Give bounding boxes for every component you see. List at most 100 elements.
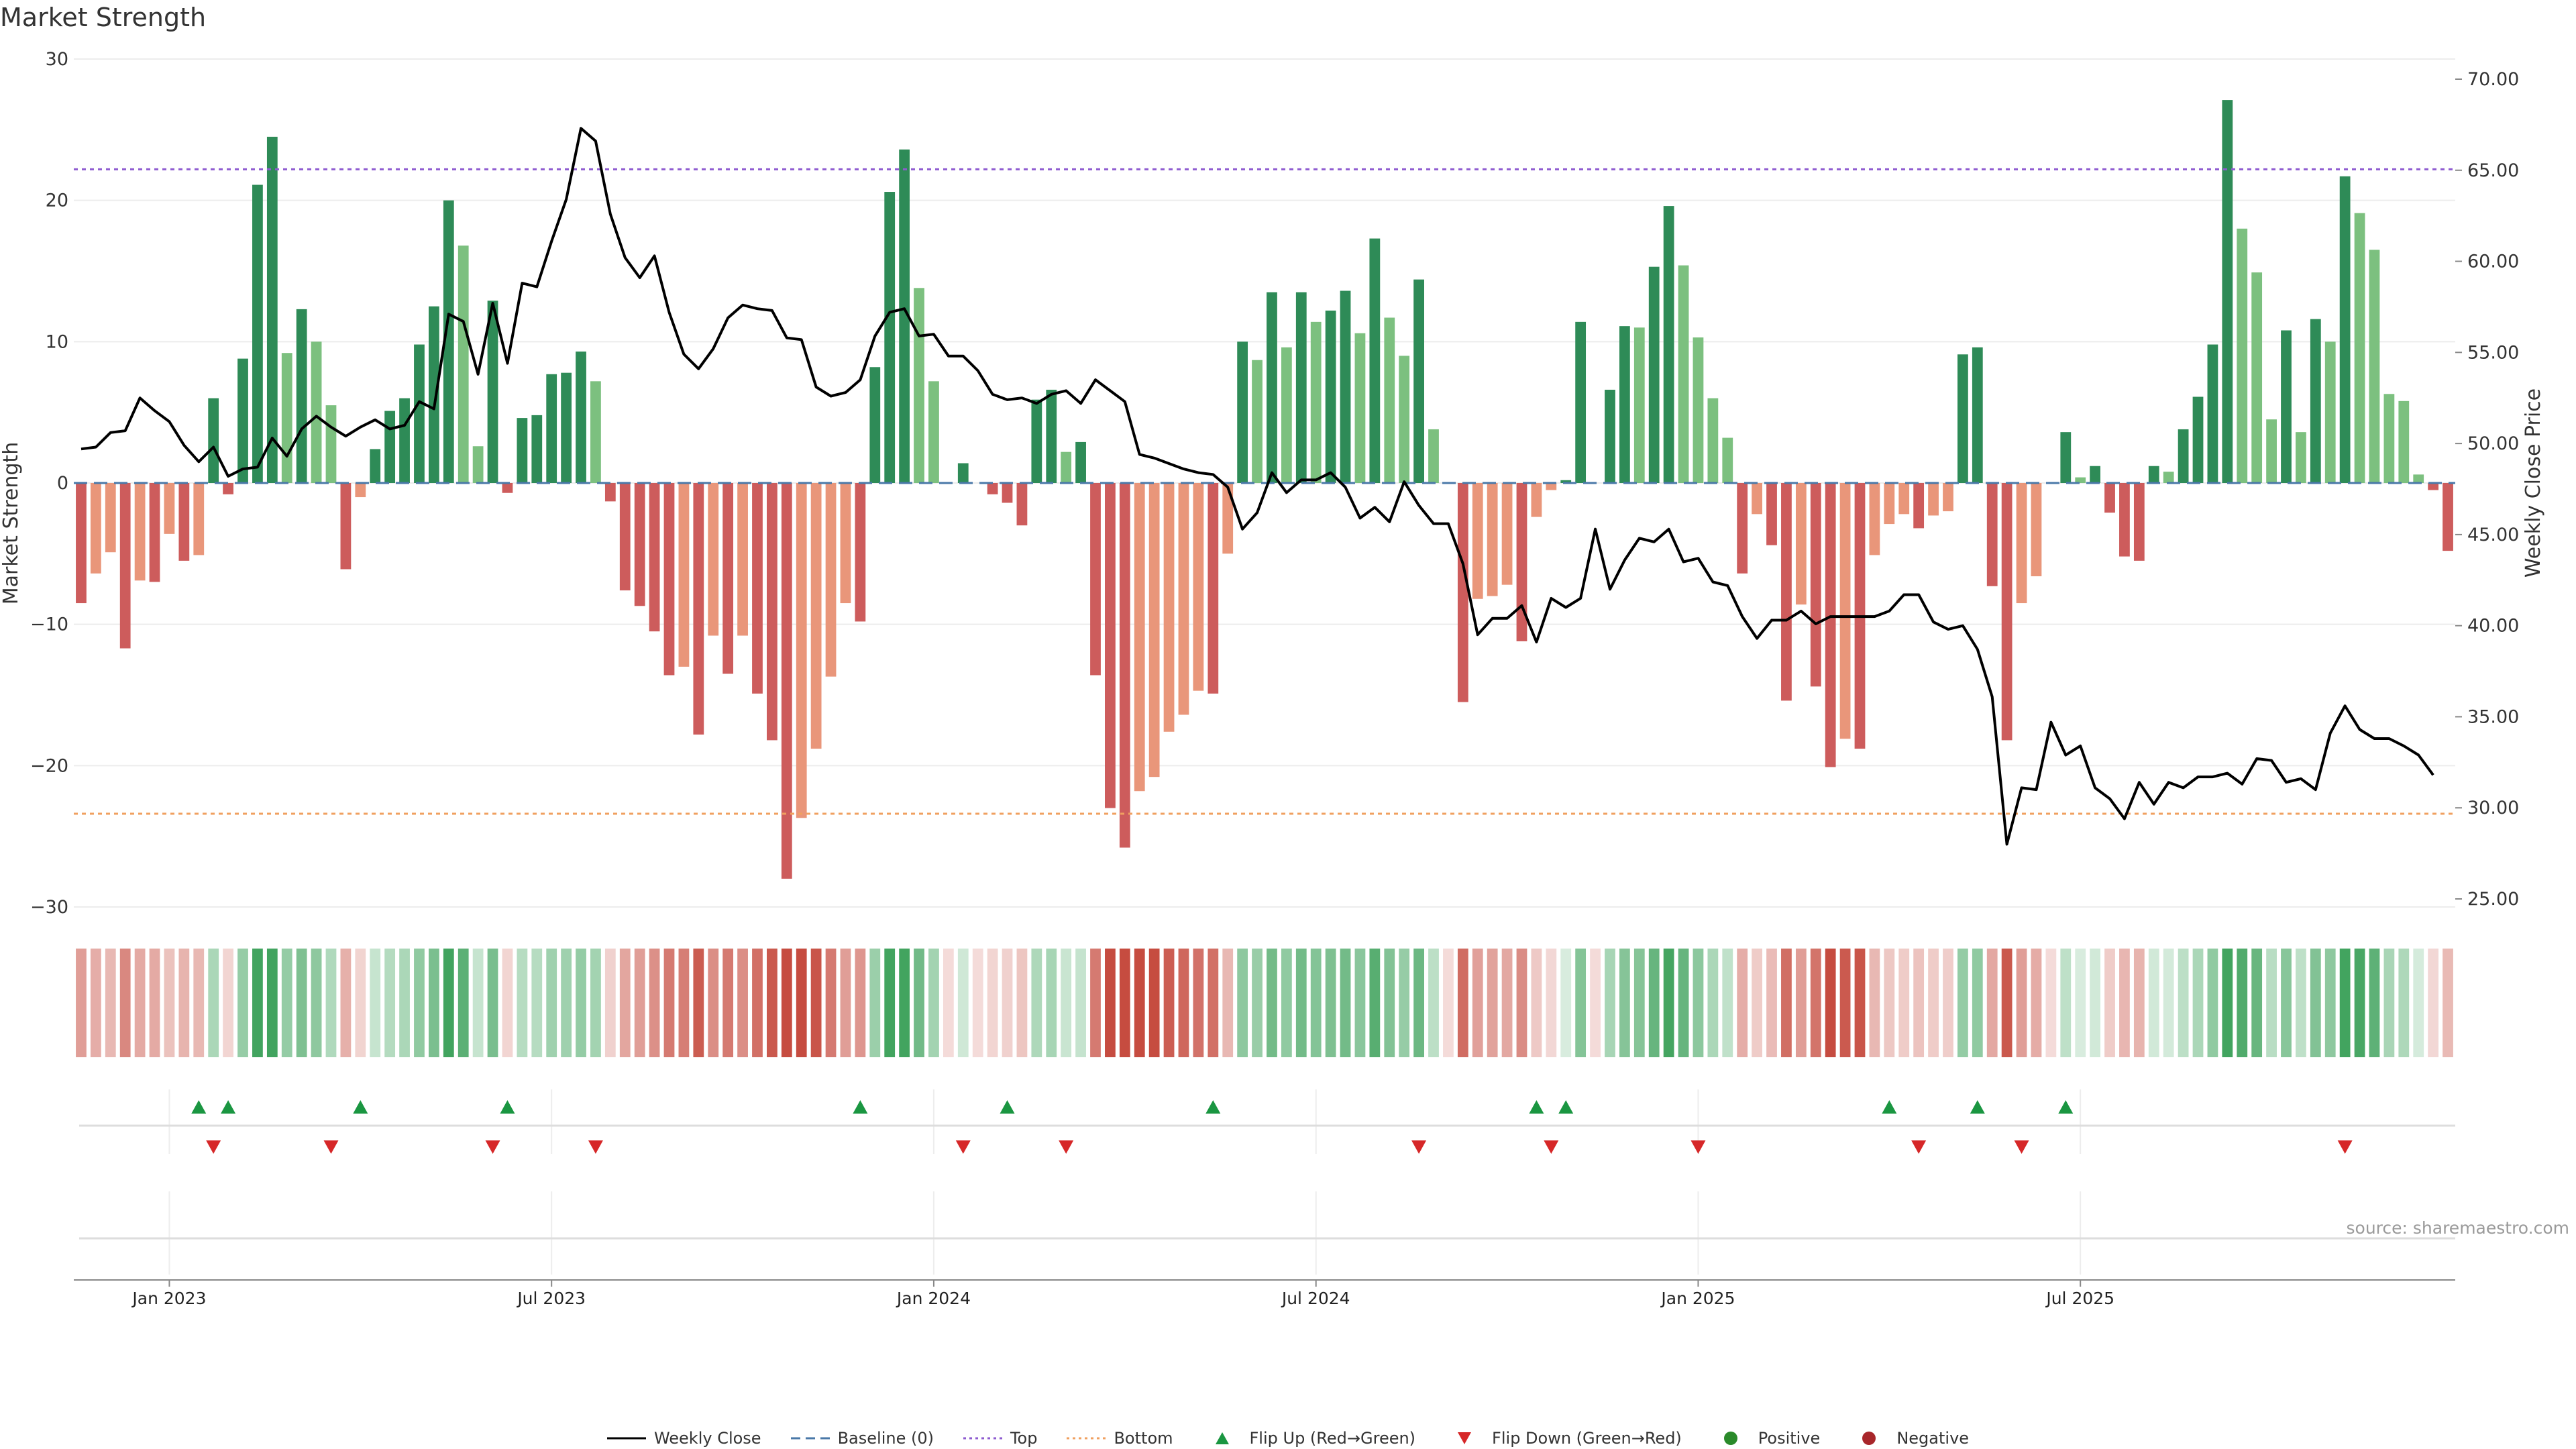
strength-bar (2428, 483, 2439, 490)
heat-cell (1310, 949, 1322, 1057)
strength-bar (1002, 483, 1013, 503)
heat-cell (737, 949, 748, 1057)
strength-bar (1487, 483, 1498, 596)
strength-bar (767, 483, 777, 741)
strength-bar (1148, 483, 1160, 777)
heat-cell (1178, 949, 1189, 1057)
axes-layer: 30 20 10 0 −10 −20 −30 70.00 65.00 60.00 55.00 50.0… (0, 49, 2545, 918)
strength-bar (1340, 290, 1351, 483)
heat-cell (340, 949, 352, 1057)
strength-bar (1648, 266, 1660, 483)
strength-bar (193, 483, 205, 555)
heat-cell (1516, 949, 1527, 1057)
strength-bar (1413, 279, 1424, 483)
heat-cell (2192, 949, 2204, 1057)
y-right-tick-label: 60.00 (2467, 252, 2519, 272)
heat-cell (1943, 949, 1953, 1057)
strength-bar (252, 184, 263, 483)
strength-bar (1075, 441, 1086, 483)
heat-cell (2133, 949, 2145, 1057)
strength-bar (1354, 333, 1366, 483)
heat-cell (384, 949, 396, 1057)
strength-bar (840, 483, 851, 604)
strength-heat-strip (76, 949, 2453, 1057)
strength-bar (1869, 483, 1880, 555)
strength-bar (2251, 272, 2263, 483)
heat-cell (561, 949, 572, 1057)
flip-down-marker (1911, 1140, 1927, 1154)
heat-cell (1752, 949, 1762, 1057)
strength-bar (1295, 292, 1307, 483)
legend-item: Flip Down (Green→Red) (1445, 1429, 1682, 1448)
legend-symbol-shape (1458, 1432, 1472, 1444)
reference-lines (74, 168, 2455, 815)
strength-bar (266, 136, 278, 483)
strength-bar (237, 358, 248, 483)
strength-bar (1825, 483, 1836, 767)
strength-bar (1722, 437, 1733, 483)
heat-cell (781, 949, 792, 1057)
heat-cell (678, 949, 690, 1057)
strength-bar (2192, 396, 2204, 483)
strength-bar (561, 372, 572, 483)
legend-symbol (790, 1437, 830, 1440)
flip-down-marker (1059, 1140, 1074, 1154)
heat-cell (928, 949, 939, 1057)
heat-cell (693, 949, 704, 1057)
strength-bar (384, 411, 396, 483)
heat-cell (1472, 949, 1483, 1057)
strength-bar (957, 463, 969, 483)
heat-cell (2222, 949, 2233, 1057)
heat-cell (1046, 949, 1057, 1057)
strength-bar (781, 483, 792, 879)
y-left-tick-label: 20 (46, 191, 68, 211)
y-right-tick-label: 35.00 (2467, 706, 2519, 727)
strength-bar (1457, 483, 1468, 702)
heat-cell (1369, 949, 1381, 1057)
heat-cell (663, 949, 675, 1057)
strength-bar (296, 309, 307, 483)
heat-cell (825, 949, 837, 1057)
strength-bar (472, 446, 484, 483)
heat-cell (2266, 949, 2277, 1057)
legend-symbol (963, 1437, 1002, 1440)
heat-cell (1869, 949, 1880, 1057)
strength-bar (311, 341, 322, 483)
heat-cell (1693, 949, 1704, 1057)
heat-cell (472, 949, 484, 1057)
strength-bar (899, 149, 910, 483)
strength-bar (649, 483, 660, 632)
flip-up-marker (221, 1100, 236, 1114)
heat-cell (1810, 949, 1821, 1057)
heat-cell (1105, 949, 1116, 1057)
heat-cell (943, 949, 954, 1057)
heat-cell (296, 949, 307, 1057)
heat-cell (2398, 949, 2410, 1057)
heat-cell (325, 949, 337, 1057)
heat-cell (1237, 949, 1248, 1057)
strength-bar (105, 483, 116, 553)
strength-bar (869, 367, 881, 483)
heat-cell (281, 949, 292, 1057)
legend-symbol (1067, 1437, 1106, 1440)
heat-cell (1428, 949, 1439, 1057)
heat-cell (1619, 949, 1630, 1057)
heat-cell (105, 949, 116, 1057)
strength-bar (1090, 483, 1101, 676)
strength-bar (1560, 480, 1572, 483)
strength-bar (752, 483, 763, 694)
strength-bar (2133, 483, 2145, 561)
strength-bar (281, 353, 292, 483)
weekly-close-line (80, 127, 2434, 846)
strength-bar (2060, 432, 2072, 483)
legend-symbol (1862, 1432, 1876, 1445)
heat-cell (164, 949, 175, 1057)
heat-cell (1648, 949, 1660, 1057)
x-tick-label: Jan 2025 (1660, 1289, 1735, 1308)
heat-cell (1707, 949, 1719, 1057)
flip-down-marker (2014, 1140, 2029, 1154)
legend-label: Negative (1896, 1429, 1970, 1448)
strength-bar (428, 306, 439, 483)
legend-symbol (606, 1437, 646, 1440)
